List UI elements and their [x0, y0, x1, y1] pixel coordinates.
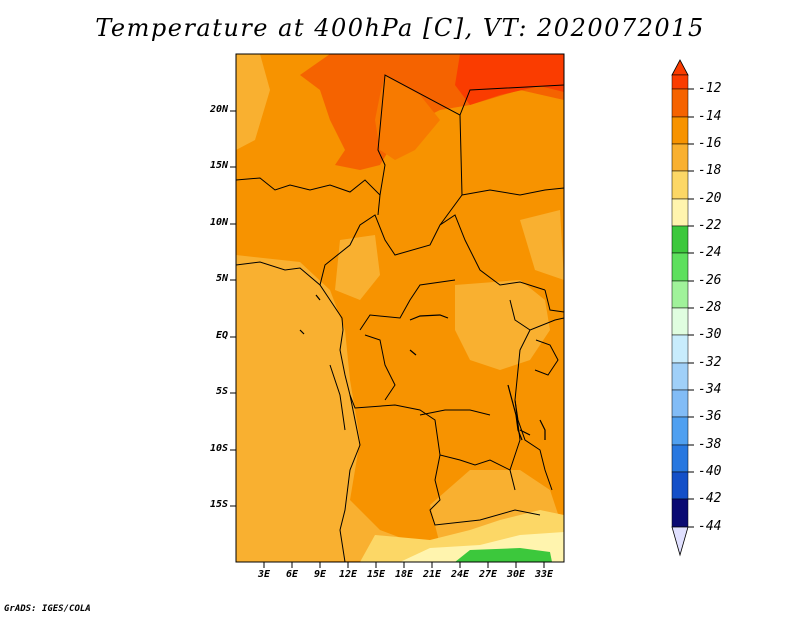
lat-label-15s: 15S	[209, 499, 228, 510]
lat-label-20n: 20N	[209, 104, 228, 115]
colorbar-label: -38	[698, 437, 722, 452]
colorbar-label: -42	[698, 491, 722, 506]
lat-label-eq: EQ	[215, 330, 228, 341]
colorbar-label: -26	[698, 273, 722, 288]
colorbar-label: -44	[698, 519, 722, 534]
colorbar-top-arrow	[671, 59, 689, 76]
colorbar	[671, 59, 694, 557]
lon-label-33e: 33E	[534, 569, 554, 580]
colorbar-label: -12	[698, 81, 722, 96]
lat-label-10n: 10N	[209, 217, 228, 228]
lat-label-5n: 5N	[215, 273, 228, 284]
lon-label-21e: 21E	[422, 569, 442, 580]
lon-label-27e: 27E	[478, 569, 498, 580]
lon-label-15e: 15E	[366, 569, 386, 580]
lon-label-9e: 9E	[313, 569, 327, 580]
lon-label-3e: 3E	[257, 569, 271, 580]
lon-label-18e: 18E	[394, 569, 414, 580]
lat-label-5s: 5S	[215, 386, 228, 397]
lon-ticks	[263, 562, 545, 568]
colorbar-label: -32	[698, 355, 722, 370]
map-frame	[235, 53, 565, 563]
lon-label-30e: 30E	[506, 569, 526, 580]
lon-label-12e: 12E	[338, 569, 358, 580]
map-title: Temperature at 400hPa [C], VT: 202007201…	[95, 14, 705, 42]
colorbar-label: -36	[698, 409, 722, 424]
colorbar-label: -40	[698, 464, 722, 479]
lat-label-15n: 15N	[209, 160, 228, 171]
lon-label-6e: 6E	[285, 569, 299, 580]
colorbar-label: -34	[698, 382, 722, 397]
lon-label-24e: 24E	[450, 569, 470, 580]
colorbar-label: -28	[698, 300, 722, 315]
temperature-shading	[236, 54, 564, 562]
colorbar-label: -24	[698, 245, 722, 260]
colorbar-label: -18	[698, 163, 722, 178]
colorbar-label: -22	[698, 218, 722, 233]
lat-label-10s: 10S	[209, 443, 228, 454]
colorbar-bottom-arrow	[671, 526, 689, 557]
colorbar-label: -30	[698, 327, 722, 342]
colorbar-label: -20	[698, 191, 722, 206]
lat-ticks	[230, 110, 236, 507]
colorbar-label: -16	[698, 136, 722, 151]
grads-credit: GrADS: IGES/COLA	[4, 604, 91, 614]
colorbar-label: -14	[698, 109, 722, 124]
